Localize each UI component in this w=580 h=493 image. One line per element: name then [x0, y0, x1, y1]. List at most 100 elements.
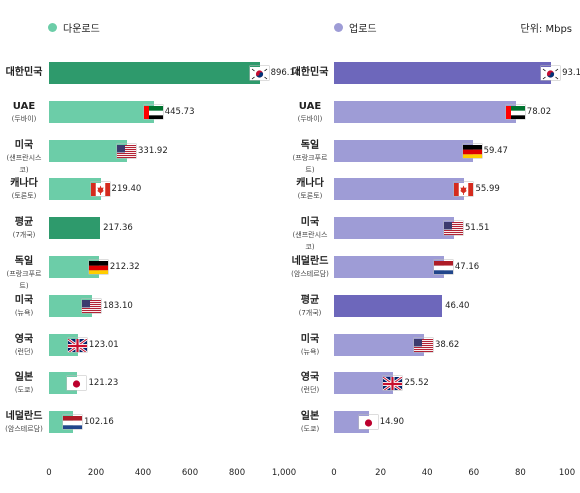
- upload-category-name: 캐나다: [296, 178, 324, 190]
- upload-value-label: 46.40: [445, 300, 470, 311]
- upload-category-location: (도쿄): [300, 425, 320, 434]
- download-category-name: UAE: [12, 100, 36, 112]
- upload-value-label: 59.47: [483, 145, 508, 156]
- download-value-label: 331.92: [138, 145, 168, 156]
- netherlands-flag-icon: [433, 260, 453, 274]
- download-axis-tick-label: 800: [228, 468, 246, 478]
- download-legend: 다운로드: [48, 20, 100, 35]
- download-category-label: 대한민국: [2, 67, 46, 79]
- download-category-label: 네덜란드 (암스테르담): [2, 411, 46, 435]
- download-category-location: (뉴욕): [14, 308, 34, 317]
- germany-flag-icon: [88, 260, 108, 274]
- korea-flag-icon: [541, 66, 561, 80]
- upload-bar: [334, 178, 465, 201]
- download-category-location: (토론토): [11, 192, 37, 201]
- download-category-label: 평균 (7개국): [2, 217, 46, 241]
- upload-bar: [334, 294, 443, 317]
- upload-category-label: 일본 (도쿄): [288, 411, 332, 435]
- download-category-name: 미국: [14, 294, 34, 306]
- download-value-label: 183.10: [103, 300, 133, 311]
- upload-axis-tick-label: 100: [558, 468, 576, 478]
- download-category-label: 일본 (도쿄): [2, 372, 46, 396]
- japan-flag-icon: [358, 415, 378, 430]
- download-value-label: 102.16: [84, 417, 114, 428]
- download-category-label: UAE (두바이): [2, 101, 46, 125]
- download-category-location: (런던): [14, 347, 34, 356]
- upload-bar: [334, 256, 444, 278]
- upload-legend-dot: [334, 23, 343, 32]
- download-axis-tick-label: 1,000: [271, 468, 297, 478]
- download-category-location: (프랑크푸르트): [6, 270, 42, 290]
- upload-category-label: 독일 (프랑크푸르트): [288, 140, 332, 176]
- download-category-location: (7개국): [12, 231, 36, 240]
- usa-flag-icon: [413, 338, 433, 352]
- download-category-name: 대한민국: [5, 67, 43, 78]
- upload-category-location: (7개국): [298, 308, 322, 317]
- download-category-location: (암스테르담): [5, 425, 43, 434]
- download-bar: [49, 139, 127, 162]
- usa-flag-icon: [82, 299, 102, 313]
- canada-flag-icon: [454, 182, 474, 197]
- upload-category-name: UAE: [298, 100, 322, 112]
- upload-legend-label: 업로드: [349, 24, 377, 35]
- download-bar: [49, 178, 101, 201]
- upload-category-name: 독일: [300, 139, 320, 151]
- download-axis-tick-label: 200: [87, 468, 105, 478]
- japan-flag-icon: [67, 376, 87, 391]
- upload-value-label: 78.02: [526, 106, 552, 117]
- upload-category-label: 평균 (7개국): [288, 295, 332, 319]
- upload-category-location: (두바이): [297, 114, 323, 123]
- unit-label: 단위: Mbps: [520, 24, 572, 35]
- uk-flag-icon: [67, 337, 87, 352]
- download-category-label: 미국 (샌프란시스코): [2, 140, 46, 176]
- upload-bar: [334, 372, 394, 395]
- upload-category-label: UAE (두바이): [288, 101, 332, 125]
- upload-value-label: 25.52: [404, 378, 429, 389]
- download-category-label: 캐나다 (토론토): [2, 178, 46, 202]
- upload-category-label: 대한민국: [288, 67, 332, 79]
- upload-category-label: 미국 (뉴욕): [288, 334, 332, 358]
- upload-category-label: 네덜란드 (암스테르담): [288, 256, 332, 280]
- upload-category-name: 일본: [300, 411, 320, 423]
- download-category-name: 일본: [14, 372, 34, 384]
- uae-flag-icon: [143, 105, 163, 119]
- usa-flag-icon: [444, 221, 464, 236]
- upload-bar: [334, 217, 455, 240]
- korea-flag-icon: [249, 66, 269, 80]
- download-bar: [49, 217, 101, 240]
- upload-category-name: 미국: [300, 217, 320, 229]
- upload-category-label: 미국 (샌프란시스코): [288, 217, 332, 253]
- download-category-location: (샌프란시스코): [6, 153, 42, 174]
- upload-category-label: 영국 (런던): [288, 372, 332, 396]
- upload-axis-tick-label: 60: [468, 468, 480, 478]
- download-category-label: 영국 (런던): [2, 334, 46, 358]
- download-axis-tick-label: 600: [181, 468, 199, 478]
- upload-category-location: (토론토): [297, 192, 323, 201]
- upload-category-name: 네덜란드: [291, 256, 329, 267]
- download-bar: [49, 294, 93, 317]
- download-category-name: 평균: [14, 217, 34, 229]
- upload-bar: [334, 100, 516, 123]
- upload-category-location: (프랑크푸르트): [292, 153, 328, 174]
- upload-category-label: 캐나다 (토론토): [288, 178, 332, 202]
- download-bar: [49, 100, 154, 123]
- download-category-location: (두바이): [11, 114, 37, 123]
- upload-legend: 업로드: [334, 20, 377, 35]
- download-axis-tick-label: 0: [46, 468, 52, 478]
- upload-value-label: 93.16: [562, 68, 580, 78]
- upload-category-name: 영국: [300, 372, 320, 384]
- uk-flag-icon: [383, 376, 403, 391]
- upload-axis-tick-label: 40: [421, 468, 433, 478]
- download-bar: [49, 62, 260, 84]
- download-category-name: 영국: [14, 333, 34, 345]
- download-category-label: 미국 (뉴욕): [2, 295, 46, 319]
- upload-value-label: 14.90: [379, 417, 405, 428]
- upload-category-name: 대한민국: [291, 67, 329, 78]
- download-category-name: 미국: [14, 139, 34, 151]
- upload-category-location: (뉴욕): [300, 347, 320, 356]
- download-value-label: 219.40: [111, 184, 142, 195]
- upload-value-label: 38.62: [434, 339, 460, 350]
- upload-bar: [334, 333, 424, 356]
- upload-category-name: 미국: [300, 333, 320, 345]
